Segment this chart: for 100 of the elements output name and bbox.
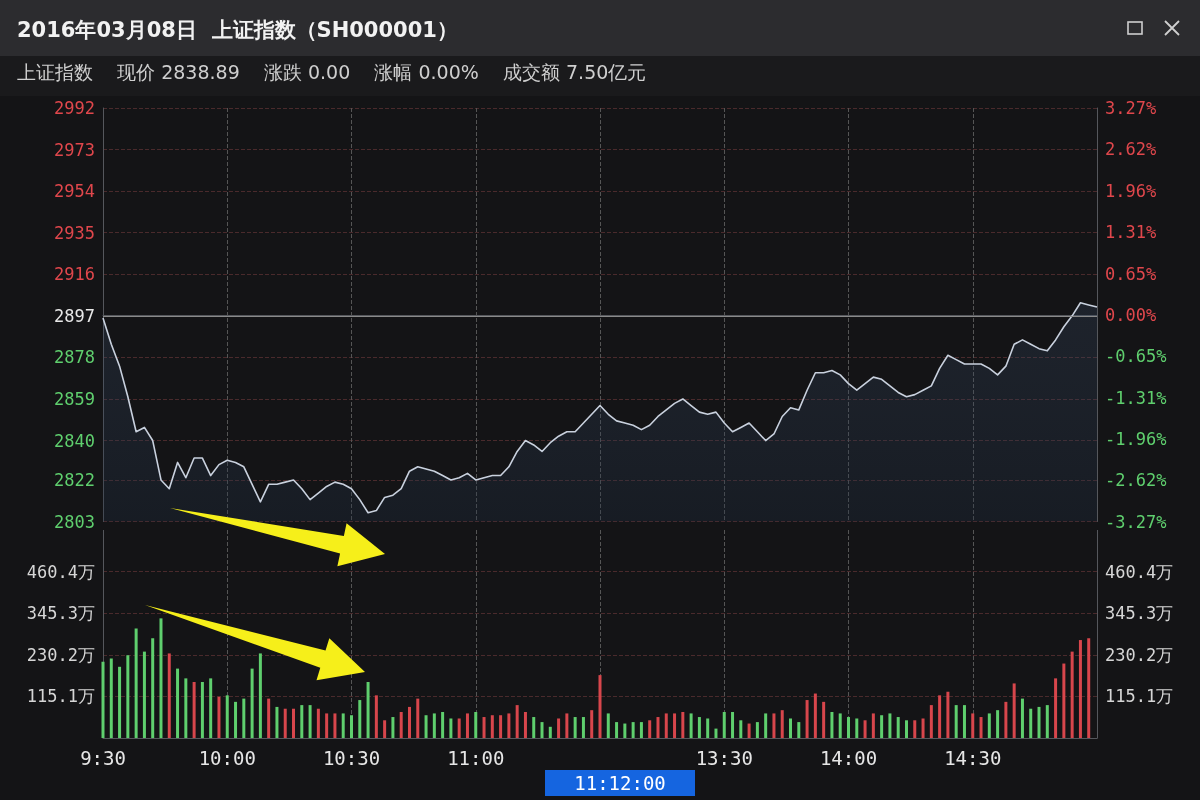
y2-tick-label: -3.27% [1105,511,1167,532]
y-tick-label: 2859 [54,388,95,409]
bar [689,713,693,738]
bar [465,713,469,738]
bar [946,691,950,738]
y2-tick-label: 0.65% [1105,263,1157,284]
y-tick-label: 115.1万 [26,686,95,707]
bar [573,717,577,738]
bar [209,678,213,738]
bar [1020,698,1024,738]
y2-tick-label: 2.62% [1105,139,1157,160]
bar [167,653,171,738]
bar [871,713,875,738]
bar [1012,683,1016,738]
bar [1087,638,1091,738]
bar [722,711,726,738]
bar [176,668,180,738]
bar [126,655,130,738]
y-tick-label: 460.4万 [26,561,95,582]
bar [101,661,105,738]
y-tick-label: 2897 [54,305,95,326]
bar [631,722,635,738]
bar [308,705,312,738]
y-tick-label: 345.3万 [26,603,95,624]
bar [648,720,652,738]
bar [333,713,337,738]
y-tick-label: 2935 [54,222,95,243]
bar [1054,678,1058,738]
bar [565,713,569,738]
bar [316,708,320,738]
bar [805,700,809,738]
bar [159,618,163,738]
bar [482,717,486,738]
bar [515,705,519,738]
bar [731,711,735,738]
text: 11:12:00 [574,772,666,794]
bar [142,651,146,738]
bar [615,722,619,738]
bar [1045,705,1049,738]
y2-tick-label: 3.27% [1105,98,1157,118]
bar [772,713,776,738]
bar [267,698,271,738]
bar [424,715,428,738]
bar [697,717,701,738]
y2-tick-label: 230.2万 [1105,644,1174,665]
bar [283,708,287,738]
x-tick-label: 10:30 [322,746,381,769]
bar [548,726,552,738]
bar [109,658,113,738]
y-tick-label: 2992 [54,98,95,118]
bar [1004,701,1008,738]
bar [383,720,387,738]
bar [258,653,262,738]
bar [325,713,329,738]
bar [921,718,925,738]
bar [523,711,527,738]
bar [449,718,453,738]
bar [490,715,494,738]
bar [457,718,461,738]
bar [407,706,411,738]
y-tick-label: 2803 [54,511,95,532]
bar [639,722,643,738]
bar [1062,663,1066,738]
bar [217,696,221,738]
x-tick-label: 10:00 [198,746,256,769]
bar [374,695,378,738]
bar [664,713,668,738]
y2-tick-label: -2.62% [1105,470,1167,491]
bar [118,666,122,738]
bar [441,711,445,738]
chart-subtitle: 上证指数 现价 2838.89 涨跌 0.00 涨幅 0.00% 成交额 7.50亿元 [17,60,647,83]
bar [880,715,884,738]
bar [134,628,138,738]
bar [341,713,345,738]
bar [350,715,353,738]
x-tick-label: 9:30 [80,746,126,769]
bar [557,718,561,738]
y2-tick-label: 115.1万 [1105,686,1174,707]
bar [838,713,842,738]
bar [623,723,627,738]
bar [938,695,942,738]
bar [830,711,834,738]
y2-tick-label: 345.3万 [1105,603,1174,624]
bar [366,681,370,738]
y2-tick-label: 1.96% [1105,180,1157,201]
y-tick-label: 2916 [54,264,95,285]
bar [855,718,859,738]
bar [797,722,801,738]
bar [1037,706,1041,738]
bar [962,705,966,738]
bar [540,722,544,738]
bar [200,681,204,738]
bar [971,713,975,738]
y2-tick-label: 1.31% [1105,221,1157,242]
bar [532,717,536,738]
x-tick-label: 14:30 [944,746,1002,769]
bar [714,728,718,738]
y-tick-label: 2954 [54,181,95,202]
chart-title: 2016年03月08日 上证指数（SH000001） [17,17,458,42]
bar [432,713,436,738]
